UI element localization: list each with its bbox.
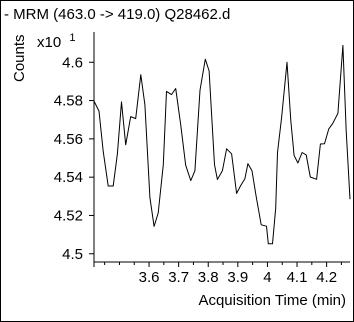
chart-title: - MRM (463.0 -> 419.0) Q28462.d (4, 6, 230, 23)
y-tick-label: 4.56 (54, 131, 83, 148)
x-tick-label: 3.6 (139, 269, 160, 286)
y-tick-label: 4.54 (54, 169, 83, 186)
x-tick-label: 3.9 (227, 269, 248, 286)
y-multiplier-exponent: 1 (69, 32, 75, 44)
x-tick-label: 4.2 (316, 269, 337, 286)
y-multiplier-base: x10 (37, 34, 61, 51)
y-tick-label: 4.5 (62, 246, 83, 263)
x-tick-label: 3.7 (168, 269, 189, 286)
y-multiplier-label: x10 1 (37, 32, 75, 51)
x-tick-label: 4.1 (287, 269, 308, 286)
y-ticks: 4.5 4.52 4.54 4.56 4.58 4.6 (54, 54, 94, 263)
y-tick-label: 4.6 (62, 54, 83, 71)
x-tick-label: 3.8 (198, 269, 219, 286)
y-axis-label: Counts (11, 34, 28, 82)
x-tick-label: 4 (263, 269, 271, 286)
y-tick-label: 4.52 (54, 207, 83, 224)
chromatogram-trace (93, 44, 351, 245)
plot-area: 4.5 4.52 4.54 4.56 4.58 4.6 3.6 3.7 3.8 3.9 4 4.1 4… (54, 32, 351, 286)
x-axis-label: Acquisition Time (min) (198, 292, 346, 309)
y-tick-label: 4.58 (54, 93, 83, 110)
x-ticks: 3.6 3.7 3.8 3.9 4 4.1 4.2 (93, 262, 342, 286)
